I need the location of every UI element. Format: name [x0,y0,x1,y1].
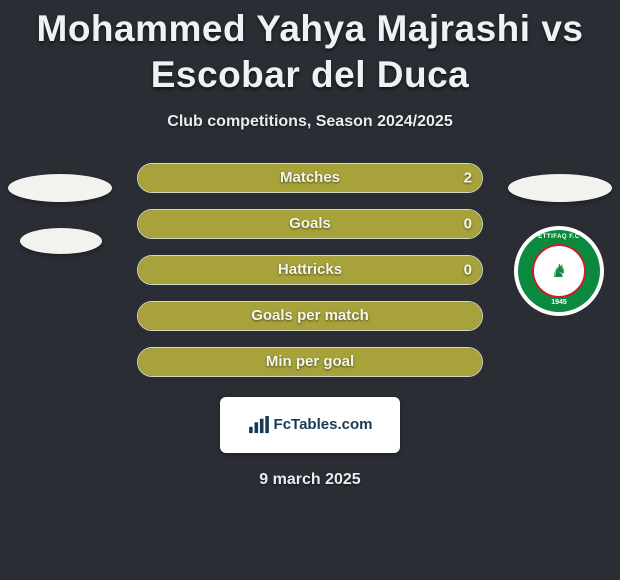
badge-center: ♞ [540,252,578,290]
stat-label: Goals [289,215,331,232]
bar-chart-icon [248,416,270,434]
main-container: Mohammed Yahya Majrashi vs Escobar del D… [0,0,620,580]
badge-bottom-text: 1945 [518,299,600,306]
stat-label: Min per goal [266,353,354,370]
stat-value-right: 0 [464,261,472,278]
placeholder-ellipse-top-right [508,174,612,202]
stat-label: Goals per match [251,307,369,324]
stat-label: Hattricks [278,261,342,278]
badge-inner-ring: ♞ [532,244,586,298]
brand-box: FcTables.com [220,397,400,453]
placeholder-ellipse-top-left [8,174,112,202]
stats-list: Matches 2 Goals 0 Hattricks 0 Goals per match M… [137,163,483,377]
brand-label: FcTables.com [274,416,373,433]
club-badge: ETTIFAQ F.C 1945 ♞ [514,226,604,316]
stat-value-right: 2 [464,169,472,186]
stat-row: Goals per match [137,301,483,331]
subtitle: Club competitions, Season 2024/2025 [167,113,452,131]
date-label: 9 march 2025 [259,471,360,489]
stat-row: Hattricks 0 [137,255,483,285]
stat-row: Min per goal [137,347,483,377]
stat-value-right: 0 [464,215,472,232]
page-title: Mohammed Yahya Majrashi vs Escobar del D… [0,6,620,99]
stat-row: Goals 0 [137,209,483,239]
badge-top-text: ETTIFAQ F.C [518,234,600,240]
stat-label: Matches [280,169,340,186]
horse-icon: ♞ [551,262,567,280]
stat-row: Matches 2 [137,163,483,193]
placeholder-ellipse-bottom-left [20,228,102,254]
